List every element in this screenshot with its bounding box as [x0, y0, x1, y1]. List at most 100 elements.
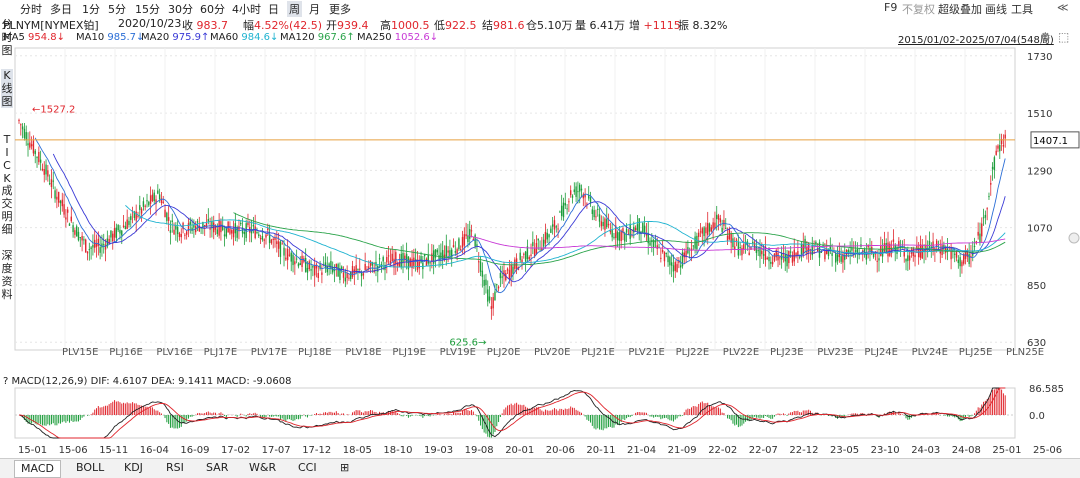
candle-body [463, 234, 466, 246]
period-tab-10[interactable]: 月 [309, 3, 320, 16]
candle-body [643, 225, 646, 234]
candle-body [277, 241, 280, 249]
candle-body [600, 221, 603, 227]
y-tick-label: 1070 [1027, 224, 1052, 235]
candle-body [440, 252, 442, 259]
toolbar-collapse-icon[interactable]: ≪ [1057, 1, 1069, 14]
x-date-tick: 23-10 [871, 445, 900, 456]
indicator-tab-rsi[interactable]: RSI [166, 461, 184, 474]
ma-value: 1052.6↓ [394, 32, 439, 43]
candle-body [368, 266, 370, 270]
period-tab-11[interactable]: 更多 [329, 3, 351, 16]
candle-body [579, 184, 581, 192]
candle-body [786, 254, 788, 267]
candle-body [624, 233, 626, 242]
candle-body [966, 250, 969, 257]
candle-body [175, 225, 177, 230]
x-date-tick: 24-08 [952, 445, 981, 456]
candle-body [995, 150, 997, 155]
period-tab-4[interactable]: 15分 [135, 3, 160, 16]
candle-body [827, 248, 830, 256]
candle-body [611, 230, 613, 238]
candle-body [485, 279, 487, 286]
period-tab-2[interactable]: 1分 [82, 3, 100, 16]
candle-body [295, 258, 298, 260]
candle-body [261, 235, 264, 240]
add-indicator-icon[interactable]: ⊞ [340, 461, 350, 474]
price-level-box [1030, 131, 1080, 149]
candle-body [899, 246, 902, 248]
candle-body [436, 249, 438, 253]
settings-gear-icon[interactable]: ⚙ [1040, 30, 1051, 44]
candle-body [568, 201, 570, 203]
candle-body [501, 276, 503, 278]
date-range-selector[interactable]: 2015/01/02-2025/07/04(548周) [898, 35, 1054, 46]
period-tab-5[interactable]: 30分 [168, 3, 193, 16]
toolbar-tools-button[interactable]: 工具 [1011, 3, 1033, 16]
fullscreen-icon[interactable]: ⬚ [1058, 30, 1070, 44]
indicator-tab-sar[interactable]: SAR [206, 461, 229, 474]
candle-body [265, 234, 267, 238]
kline-chart[interactable]: 1730 1510 1290 1070 850 630 PLV15E PLJ16E PLV16E… [0, 45, 1080, 458]
candle-body [559, 211, 561, 213]
period-tab-0[interactable]: 分时 [20, 3, 42, 16]
candle-body [268, 235, 271, 243]
candle-body [631, 234, 633, 236]
indicator-tab-boll[interactable]: BOLL [76, 461, 105, 474]
toolbar-f9-button[interactable]: F9 [884, 1, 898, 14]
candle-body [30, 144, 33, 147]
candle-body [315, 264, 318, 269]
dea-line [18, 387, 1006, 439]
candle-body [532, 242, 534, 246]
period-tab-6[interactable]: 60分 [200, 3, 225, 16]
period-tab-9[interactable]: 周 [287, 1, 302, 17]
toolbar-draw-button[interactable]: 画线 [985, 3, 1007, 16]
candle-body [869, 247, 871, 252]
side-tab-detail[interactable]: 成交明细 [1, 184, 13, 236]
indicator-tab-macd[interactable]: MACD [14, 460, 61, 478]
candle-body [584, 194, 586, 198]
candle-body [842, 253, 844, 263]
candle-body [371, 262, 374, 266]
side-tab-fenshi[interactable]: 分时图 [1, 18, 13, 57]
candle-body [184, 234, 186, 236]
toolbar-overlay-button[interactable]: 超级叠加 [938, 3, 982, 16]
period-tab-3[interactable]: 5分 [108, 3, 126, 16]
period-tab-7[interactable]: 4小时 [232, 3, 261, 16]
ma-value: 967.6↑ [317, 32, 355, 43]
candle-body [348, 277, 350, 279]
candle-body [582, 194, 585, 199]
candle-body [524, 251, 527, 262]
candle-body [476, 244, 478, 246]
candle-body [880, 246, 882, 256]
period-tab-8[interactable]: 日 [268, 3, 279, 16]
x-date-tick: 21-04 [627, 445, 656, 456]
x-date-tick: 20-11 [586, 445, 615, 456]
side-tab-depth[interactable]: 深度资料 [1, 249, 13, 301]
settle-value: 981.6 [493, 19, 525, 32]
candle-body [68, 223, 71, 226]
candle-body [470, 230, 473, 232]
candle-body [456, 249, 458, 255]
macd-y-tick: 0.0 [1029, 411, 1045, 422]
ma-value: 985.7↓ [107, 32, 145, 43]
toolbar-fuquan-button[interactable]: 不复权 [902, 3, 935, 16]
candle-body [341, 266, 343, 270]
candles-group [18, 118, 1006, 320]
candle-body [777, 252, 779, 261]
indicator-tab-kdj[interactable]: KDJ [124, 461, 143, 474]
indicator-tab-wr[interactable]: W&R [249, 461, 277, 474]
candle-body [919, 244, 922, 258]
candle-body [488, 296, 491, 301]
candle-body [497, 286, 500, 289]
candle-body [656, 245, 658, 249]
candle-body [155, 199, 157, 205]
candle-body [153, 192, 155, 202]
oi-value: 5.10万 [537, 19, 573, 32]
indicator-tab-cci[interactable]: CCI [298, 461, 317, 474]
period-tab-1[interactable]: 多日 [50, 3, 72, 16]
candle-body [863, 248, 866, 254]
candle-body [499, 272, 502, 279]
